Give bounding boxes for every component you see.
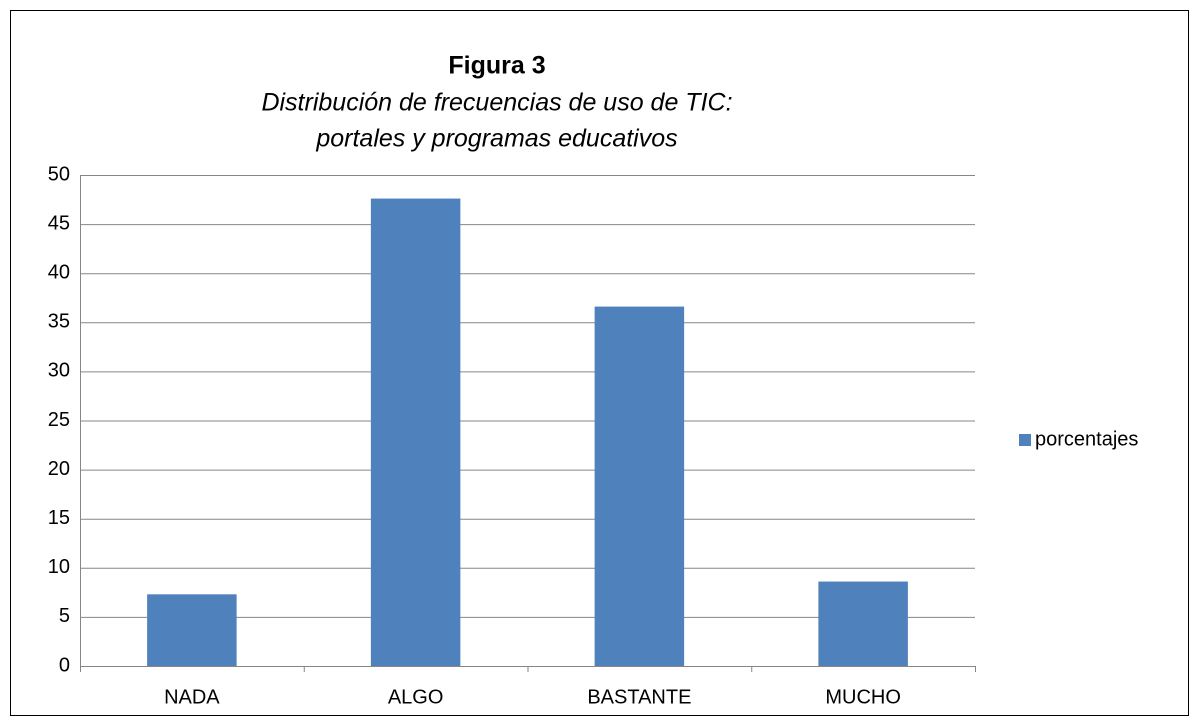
legend-swatch <box>1019 434 1031 446</box>
y-tick-label: 30 <box>48 360 70 382</box>
x-tick-label: ALGO <box>388 686 444 708</box>
y-tick-label: 45 <box>48 212 70 234</box>
bar <box>370 198 461 666</box>
y-tick-label: 5 <box>59 605 70 627</box>
chart-subtitle: Distribución de frecuencias de uso de TI… <box>261 89 732 117</box>
bar <box>147 594 237 666</box>
y-tick-label: 20 <box>48 458 70 480</box>
y-tick-label: 0 <box>59 654 70 676</box>
x-tick-label: BASTANTE <box>587 686 691 708</box>
chart-subtitle: portales y programas educativos <box>315 125 677 153</box>
y-tick-label: 50 <box>48 163 70 185</box>
y-tick-label: 10 <box>48 556 70 578</box>
bar <box>594 306 685 666</box>
y-tick-label: 40 <box>48 261 70 283</box>
y-tick-label: 35 <box>48 311 70 333</box>
x-tick-label: MUCHO <box>825 686 901 708</box>
y-tick-label: 15 <box>48 507 70 529</box>
x-tick-label: NADA <box>164 686 220 708</box>
bar <box>818 581 908 666</box>
legend-label: porcentajes <box>1035 428 1138 450</box>
chart-title: Figura 3 <box>448 52 545 80</box>
y-tick-label: 25 <box>48 409 70 431</box>
